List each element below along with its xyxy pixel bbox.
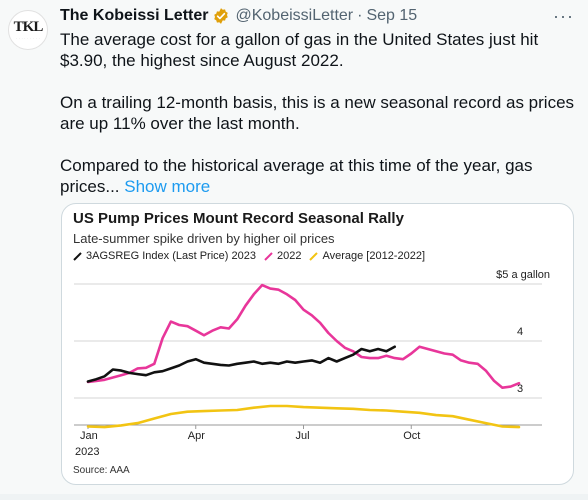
tweet-paragraph-1: The average cost for a gallon of gas in …: [60, 30, 539, 70]
author-name[interactable]: The Kobeissi Letter: [60, 7, 209, 24]
x-tick-label-apr: Apr: [188, 430, 205, 442]
y-units-label: $5 a gallon: [496, 269, 550, 281]
y-tick-label-3: 3: [517, 383, 523, 395]
legend-label-average: Average [2012-2022]: [322, 250, 425, 262]
legend-item-2022: 2022: [264, 250, 301, 262]
chart-legend: 3AGSREG Index (Last Price) 2023 2022 Ave…: [73, 250, 433, 262]
x-year-label: 2023: [75, 446, 99, 458]
legend-item-2023: 3AGSREG Index (Last Price) 2023: [73, 250, 256, 262]
chart-source: Source: AAA: [73, 465, 130, 476]
tweet-paragraph-3: Compared to the historical average at th…: [60, 155, 575, 197]
author-handle[interactable]: @KobeissiLetter: [235, 7, 354, 24]
more-options-icon[interactable]: ···: [553, 5, 574, 26]
tweet-header: The Kobeissi Letter @KobeissiLetter · Se…: [60, 5, 417, 27]
tweet-paragraph-2: On a trailing 12-month basis, this is a …: [60, 93, 575, 133]
chart-image-card[interactable]: US Pump Prices Mount Record Seasonal Ral…: [61, 203, 574, 485]
x-tick-label-jul: Jul: [296, 430, 310, 442]
legend-swatch-average: [309, 251, 319, 261]
header-separator: ·: [357, 7, 363, 24]
avatar-logo-sub: · · · · · · · · ·: [15, 36, 41, 40]
next-tweet-edge: [0, 494, 588, 500]
x-tick-label-jan: Jan: [80, 430, 98, 442]
tweet-text: The average cost for a gallon of gas in …: [60, 29, 575, 197]
line-chart: 3 4 Jan Apr Jul Oct 2023: [74, 283, 542, 458]
chart-title: US Pump Prices Mount Record Seasonal Ral…: [73, 210, 404, 227]
tweet-paragraph-3-text: Compared to the historical average at th…: [60, 156, 533, 196]
avatar-logo: TKL: [13, 19, 44, 35]
legend-item-average: Average [2012-2022]: [309, 250, 425, 262]
show-more-link[interactable]: Show more: [124, 177, 211, 196]
x-tick-label-oct: Oct: [403, 430, 420, 442]
legend-swatch-2022: [264, 251, 273, 261]
author-avatar[interactable]: TKL · · · · · · · · ·: [8, 10, 48, 50]
verified-badge-icon: [212, 7, 230, 25]
series-line-2022: [86, 283, 521, 389]
tweet-date[interactable]: Sep 15: [366, 7, 418, 24]
y-tick-label-4: 4: [517, 326, 523, 338]
legend-label-2022: 2022: [276, 250, 302, 262]
chart-subtitle: Late-summer spike driven by higher oil p…: [73, 231, 335, 246]
legend-label-2023: 3AGSREG Index (Last Price) 2023: [86, 250, 256, 262]
legend-swatch-2023: [73, 251, 82, 261]
series-line-average: [86, 404, 521, 429]
series-line-2023: [86, 345, 397, 383]
